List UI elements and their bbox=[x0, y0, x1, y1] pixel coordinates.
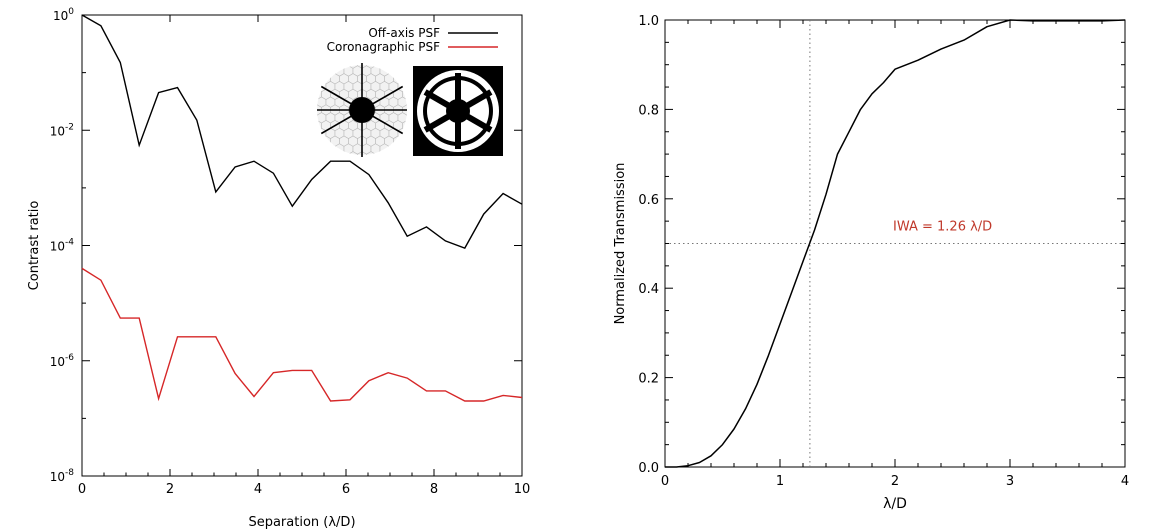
right-y-tick-label: 0.8 bbox=[638, 103, 659, 118]
right-y-tick-label: 1.0 bbox=[638, 14, 659, 29]
right-y-tick-label: 0.4 bbox=[638, 282, 659, 297]
left-y-tick-label: 10-4 bbox=[50, 238, 75, 254]
right-y-tick-label: 0.6 bbox=[638, 193, 659, 208]
right-y-tick-label: 0.2 bbox=[638, 372, 659, 387]
right-chart: 0 1 2 3 4 0.0 0.2 0.4 0.6 0.8 1.0 IWA = 1.26 λ/D λ… bbox=[613, 14, 1129, 512]
right-series-group bbox=[665, 19, 1126, 468]
off-axis-psf-line bbox=[81, 14, 523, 249]
right-reference-lines bbox=[665, 20, 1125, 467]
iwa-annotation: IWA = 1.26 λ/D bbox=[893, 220, 992, 235]
left-y-tick-label: 10-8 bbox=[50, 468, 75, 484]
right-x-tick-label: 3 bbox=[1006, 474, 1014, 489]
left-y-axis-label: Contrast ratio bbox=[27, 201, 42, 291]
left-x-tick-label: 8 bbox=[430, 482, 438, 497]
right-x-tick-label: 0 bbox=[661, 474, 669, 489]
right-x-tick-label: 2 bbox=[891, 474, 899, 489]
right-x-axis-label: λ/D bbox=[883, 496, 907, 512]
legend-label: Off-axis PSF bbox=[368, 26, 440, 40]
left-series-group bbox=[81, 14, 523, 402]
left-axis-ticks: 0 2 4 6 8 10 100 10-2 10-4 10-6 10-8 bbox=[50, 7, 531, 497]
left-y-tick-label: 10-2 bbox=[50, 122, 74, 138]
coronagraphic-psf-line bbox=[81, 267, 523, 402]
legend-label: Coronagraphic PSF bbox=[327, 40, 440, 54]
left-x-tick-label: 6 bbox=[342, 482, 350, 497]
left-x-tick-label: 0 bbox=[78, 482, 86, 497]
central-obscuration bbox=[349, 97, 375, 123]
left-x-tick-label: 4 bbox=[254, 482, 262, 497]
left-y-tick-label: 10-6 bbox=[50, 353, 75, 369]
right-x-tick-label: 4 bbox=[1121, 474, 1129, 489]
left-y-tick-label: 100 bbox=[53, 7, 74, 23]
left-x-tick-label: 10 bbox=[514, 482, 531, 497]
transmission-curve bbox=[665, 19, 1126, 468]
right-y-axis-label: Normalized Transmission bbox=[613, 163, 628, 325]
coronagraph-mask-inset bbox=[413, 66, 503, 156]
right-axis-ticks: 0 1 2 3 4 0.0 0.2 0.4 0.6 0.8 1.0 bbox=[638, 14, 1129, 489]
right-x-tick-label: 1 bbox=[776, 474, 784, 489]
right-y-tick-label: 0.0 bbox=[638, 461, 659, 476]
left-x-axis-label: Separation (λ/D) bbox=[248, 515, 355, 530]
left-x-tick-label: 2 bbox=[166, 482, 174, 497]
